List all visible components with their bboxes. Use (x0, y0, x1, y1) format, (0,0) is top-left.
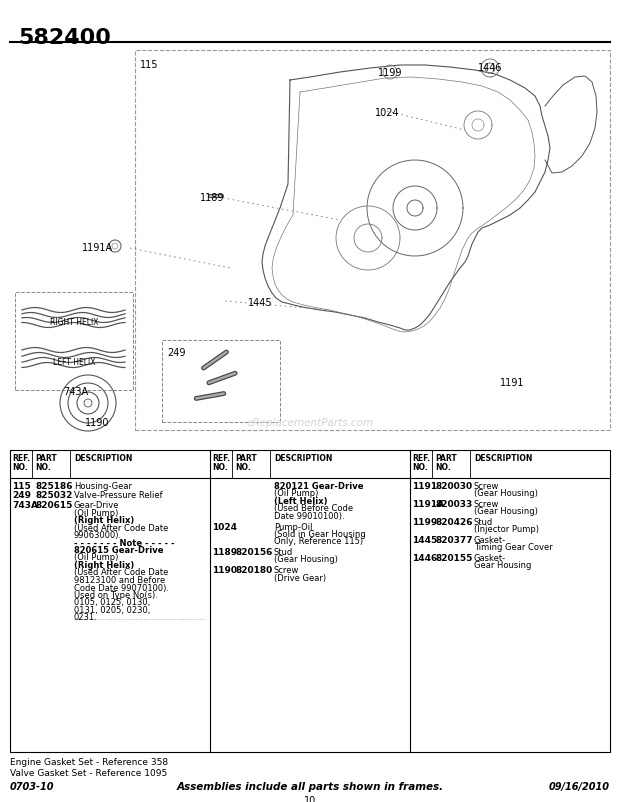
Text: 820615: 820615 (35, 501, 73, 510)
Text: Gear Housing: Gear Housing (474, 561, 531, 570)
Text: 820155: 820155 (435, 554, 472, 563)
Text: DESCRIPTION: DESCRIPTION (274, 454, 332, 463)
Text: 743A: 743A (12, 501, 38, 510)
Text: 1191: 1191 (412, 482, 437, 491)
Text: NO.: NO. (412, 463, 428, 472)
Text: PART: PART (35, 454, 57, 463)
Text: 0703-10: 0703-10 (10, 782, 55, 792)
Text: (Left Helix): (Left Helix) (274, 497, 327, 506)
Text: 1445: 1445 (248, 298, 273, 308)
Text: NO.: NO. (12, 463, 28, 472)
Text: Code Date 99070100).: Code Date 99070100). (74, 584, 169, 593)
Text: (Oil Pump): (Oil Pump) (274, 489, 319, 499)
Text: (Sold in Gear Housing: (Sold in Gear Housing (274, 530, 366, 539)
Text: Gear-Drive: Gear-Drive (74, 501, 120, 510)
Text: (Gear Housing): (Gear Housing) (274, 556, 338, 565)
Text: Used on Type No(s).: Used on Type No(s). (74, 591, 158, 600)
Text: (Gear Housing): (Gear Housing) (474, 489, 538, 499)
Text: NO.: NO. (435, 463, 451, 472)
Text: (Right Helix): (Right Helix) (74, 516, 135, 525)
Text: 1024: 1024 (375, 108, 400, 118)
Text: 1446: 1446 (478, 63, 502, 73)
Text: 99063000).: 99063000). (74, 531, 122, 540)
Text: (Right Helix): (Right Helix) (74, 561, 135, 570)
Text: 1191A: 1191A (82, 243, 113, 253)
Text: 820156: 820156 (235, 548, 272, 557)
Text: - - - - - - - Note - - - - -: - - - - - - - Note - - - - - (74, 538, 175, 548)
Text: REF.: REF. (212, 454, 230, 463)
Text: Engine Gasket Set - Reference 358: Engine Gasket Set - Reference 358 (10, 758, 168, 767)
Text: PART: PART (435, 454, 457, 463)
Text: 820180: 820180 (235, 566, 272, 575)
Text: Stud: Stud (474, 518, 494, 527)
Text: 820033: 820033 (435, 500, 472, 509)
Text: LEFT HELIX: LEFT HELIX (53, 358, 95, 367)
Text: Date 99010100).: Date 99010100). (274, 512, 345, 521)
Text: Pump-Oil: Pump-Oil (274, 522, 312, 532)
Text: 1191: 1191 (500, 378, 525, 388)
Text: Valve-Pressure Relief: Valve-Pressure Relief (74, 492, 162, 500)
Text: (Oil Pump): (Oil Pump) (74, 508, 118, 517)
Text: Gasket-: Gasket- (474, 536, 506, 545)
Text: 820426: 820426 (435, 518, 472, 527)
Text: 1446: 1446 (412, 554, 437, 563)
Text: 1190: 1190 (212, 566, 237, 575)
Text: 743A: 743A (63, 387, 88, 397)
Text: (Gear Housing): (Gear Housing) (474, 508, 538, 516)
Text: 1024: 1024 (212, 522, 237, 532)
Text: NO.: NO. (235, 463, 250, 472)
Text: 09/16/2010: 09/16/2010 (549, 782, 610, 792)
Text: NO.: NO. (212, 463, 228, 472)
Text: Gasket-: Gasket- (474, 554, 506, 563)
Text: Only, Reference 115): Only, Reference 115) (274, 537, 363, 546)
Text: DESCRIPTION: DESCRIPTION (74, 454, 133, 463)
Text: 820030: 820030 (435, 482, 472, 491)
Text: Timing Gear Cover: Timing Gear Cover (474, 544, 553, 553)
Text: REF.: REF. (412, 454, 430, 463)
Text: 115: 115 (12, 482, 31, 491)
Text: 820377: 820377 (435, 536, 472, 545)
Text: DESCRIPTION: DESCRIPTION (474, 454, 533, 463)
Text: (Oil Pump): (Oil Pump) (74, 553, 118, 562)
Text: RIGHT HELIX: RIGHT HELIX (50, 318, 98, 327)
Text: 820121 Gear-Drive: 820121 Gear-Drive (274, 482, 363, 491)
Text: (Drive Gear): (Drive Gear) (274, 573, 326, 582)
Text: (Used After Code Date: (Used After Code Date (74, 524, 169, 533)
Text: Screw: Screw (474, 500, 499, 509)
Text: 1199: 1199 (412, 518, 437, 527)
Text: 0231.: 0231. (74, 614, 98, 622)
Text: 1191A: 1191A (412, 500, 444, 509)
Text: 820615 Gear-Drive: 820615 Gear-Drive (74, 546, 164, 555)
Text: PART: PART (235, 454, 257, 463)
Text: 1445: 1445 (412, 536, 437, 545)
Text: (Used Before Code: (Used Before Code (274, 504, 353, 513)
Text: (Injector Pump): (Injector Pump) (474, 525, 539, 534)
Text: 825186: 825186 (35, 482, 73, 491)
Text: 582400: 582400 (18, 28, 111, 48)
Text: 1189: 1189 (212, 548, 237, 557)
Text: 825032: 825032 (35, 492, 73, 500)
Text: 249: 249 (167, 348, 185, 358)
Text: 115: 115 (140, 60, 159, 70)
Text: Screw: Screw (274, 566, 299, 575)
Text: (Used After Code Date: (Used After Code Date (74, 569, 169, 577)
Text: 249: 249 (12, 492, 31, 500)
Text: Screw: Screw (474, 482, 499, 491)
Text: Valve Gasket Set - Reference 1095: Valve Gasket Set - Reference 1095 (10, 769, 167, 778)
Text: 1189: 1189 (200, 193, 224, 203)
Text: 1199: 1199 (378, 68, 402, 78)
Text: 0105, 0125, 0130,: 0105, 0125, 0130, (74, 598, 150, 607)
Text: 0131, 0205, 0230,: 0131, 0205, 0230, (74, 606, 151, 615)
Text: Assemblies include all parts shown in frames.: Assemblies include all parts shown in fr… (177, 782, 443, 792)
Text: 98123100 and Before: 98123100 and Before (74, 576, 166, 585)
Text: NO.: NO. (35, 463, 51, 472)
Text: 10: 10 (304, 796, 316, 802)
Text: REF.: REF. (12, 454, 30, 463)
Text: Housing-Gear: Housing-Gear (74, 482, 132, 491)
Text: eReplacementParts.com: eReplacementParts.com (246, 418, 374, 428)
Text: Stud: Stud (274, 548, 293, 557)
Text: 1190: 1190 (85, 418, 110, 428)
